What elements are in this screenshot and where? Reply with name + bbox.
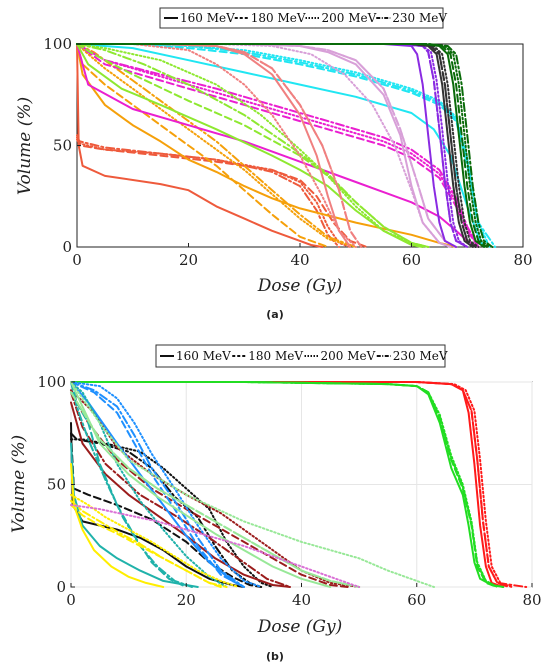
panel-a-series-line-2 xyxy=(76,134,352,248)
panel-a-y-tick-label-0: 0 xyxy=(62,238,72,256)
panel-a-legend-label-2: 200 MeV xyxy=(322,11,377,25)
panel-b-legend-label-3: 230 MeV xyxy=(393,349,448,363)
panel-a-x-tick-label-80: 80 xyxy=(513,251,532,269)
panel-b-series-line-32 xyxy=(70,504,361,588)
panel-a-series-line-6 xyxy=(76,43,357,248)
panel-b-series-line-23 xyxy=(70,381,193,588)
panel-a-x-ticks: 0 20 40 60 80 xyxy=(72,243,533,269)
panel-b-x-tick-label-0: 0 xyxy=(66,591,76,609)
panel-b-x-tick-label-60: 60 xyxy=(407,591,426,609)
panel-a-series-line-18 xyxy=(76,43,430,248)
panel-a-series-line-39 xyxy=(76,43,494,248)
panel-b-y-tick-label-100: 100 xyxy=(37,373,66,391)
panel-a-legend: 160 MeV 180 MeV 200 MeV 230 MeV xyxy=(159,7,447,29)
panel-a-series-line-26 xyxy=(76,43,452,248)
panel-b-legend: 160 MeV 180 MeV 200 MeV 230 MeV xyxy=(155,344,448,368)
panel-b-series-line-10 xyxy=(70,438,274,588)
panel-a-series-line-31 xyxy=(76,43,469,248)
panel-b-y-tick-label-50: 50 xyxy=(47,476,66,494)
panel-b-x-tick-label-80: 80 xyxy=(522,591,541,609)
panel-a-series-group xyxy=(76,43,497,248)
panel-a-series-line-4 xyxy=(76,43,458,248)
panel-a-chart: 0 20 40 60 80 0 50 100 160 MeV 180 MeV 200 MeV 23… xyxy=(15,7,533,321)
panel-b-x-ticks: 0 20 40 60 80 xyxy=(66,583,542,609)
panel-b-caption: (b) xyxy=(266,650,284,663)
panel-b-x-axis-label: Dose (Gy) xyxy=(257,617,343,637)
panel-a-legend-box xyxy=(159,7,444,29)
panel-a-caption: (a) xyxy=(266,308,283,321)
panel-a-x-tick-label-60: 60 xyxy=(402,251,421,269)
panel-b-series-line-9 xyxy=(70,432,263,588)
panel-a-series-line-22 xyxy=(76,43,357,248)
panel-b-legend-label-2: 200 MeV xyxy=(321,349,376,363)
panel-a-series-line-30 xyxy=(76,43,469,248)
panel-a-legend-label-0: 160 MeV xyxy=(180,11,235,25)
panel-a-x-axis-label: Dose (Gy) xyxy=(257,276,343,296)
panel-b-series-line-18 xyxy=(70,381,263,588)
panel-b-series-line-16 xyxy=(70,381,245,588)
panel-b-y-tick-label-0: 0 xyxy=(56,578,66,596)
panel-b-series-line-7 xyxy=(70,381,499,588)
panel-b-series-line-27 xyxy=(70,499,228,588)
panel-b-series-line-19 xyxy=(70,381,245,588)
panel-b-series-line-22 xyxy=(70,381,228,588)
panel-a-legend-label-3: 230 MeV xyxy=(392,11,447,25)
panel-a-series-line-0 xyxy=(76,43,324,248)
panel-b-x-tick-label-20: 20 xyxy=(177,591,196,609)
panel-b-series-line-31 xyxy=(70,391,361,588)
panel-a-y-tick-label-50: 50 xyxy=(53,137,72,155)
panel-a-y-axis-label: Volume (%) xyxy=(15,97,35,195)
panel-a-series-line-19 xyxy=(76,43,430,248)
panel-a-x-tick-label-0: 0 xyxy=(72,251,82,269)
panel-a-series-line-10 xyxy=(76,43,480,248)
panel-a-x-tick-label-20: 20 xyxy=(179,251,198,269)
panel-b-legend-box xyxy=(155,344,446,368)
panel-a-x-tick-label-40: 40 xyxy=(290,251,309,269)
panel-a-series-line-27 xyxy=(76,43,458,248)
panel-b-series-group xyxy=(70,381,528,588)
panel-a-series-line-13 xyxy=(76,43,491,248)
panel-a-series-line-9 xyxy=(76,43,480,248)
panel-b-series-line-30 xyxy=(70,381,435,588)
panel-b-legend-label-0: 160 MeV xyxy=(176,349,231,363)
panel-b-chart: 0 20 40 60 80 0 50 100 160 MeV 180 MeV 200 MeV 23… xyxy=(9,344,542,663)
panel-b-series-line-28 xyxy=(70,381,332,588)
panel-a-y-ticks: 0 50 100 xyxy=(43,35,81,256)
panel-a-legend-label-1: 180 MeV xyxy=(251,11,306,25)
panel-b-y-ticks: 0 50 100 xyxy=(37,373,75,596)
panel-a-y-tick-label-100: 100 xyxy=(43,35,72,53)
panel-b-y-axis-label: Volume (%) xyxy=(9,435,29,533)
panel-b-series-line-3 xyxy=(70,381,528,588)
panel-b-legend-label-1: 180 MeV xyxy=(248,349,303,363)
panel-b-x-tick-label-40: 40 xyxy=(292,591,311,609)
panel-b-series-line-15 xyxy=(70,391,291,588)
panel-a-series-line-8 xyxy=(76,43,480,248)
panel-a-series-line-5 xyxy=(76,43,329,248)
